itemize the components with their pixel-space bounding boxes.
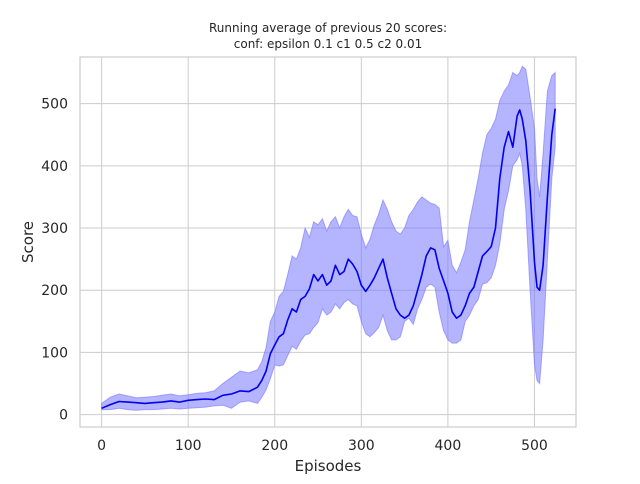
y-tick-label: 400 [41,159,68,175]
y-tick-label: 500 [41,97,68,113]
running-average-line [101,108,556,410]
y-axis-label: Score [19,221,37,263]
x-axis-label: Episodes [295,457,362,475]
tick-labels: 0 100 200 300 400 500 0 100 200 300 400 500 [41,97,548,454]
chart-title-line-2: conf: epsilon 0.1 c1 0.5 c2 0.01 [234,37,423,51]
score-range-band [101,65,556,411]
y-tick-label: 200 [41,283,68,299]
x-tick-label: 300 [348,438,375,454]
x-tick-label: 100 [175,438,202,454]
x-tick-label: 400 [435,438,462,454]
x-tick-label: 0 [97,438,106,454]
axes-frame [79,56,577,428]
chart-title-line-1: Running average of previous 20 scores: [209,21,447,35]
x-tick-label: 200 [261,438,288,454]
x-tick-label: 500 [521,438,548,454]
y-tick-label: 100 [41,345,68,361]
y-tick-label: 0 [59,408,68,424]
data-layer [101,65,556,411]
y-tick-label: 300 [41,221,68,237]
plot-frame [79,56,577,428]
